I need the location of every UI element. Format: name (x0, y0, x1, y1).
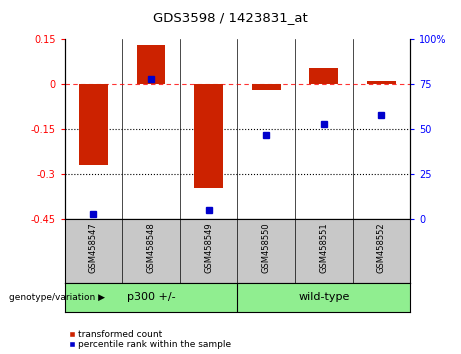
Bar (252, 84, 281, 90)
Text: GSM458549: GSM458549 (204, 223, 213, 273)
Text: GDS3598 / 1423831_at: GDS3598 / 1423831_at (153, 11, 308, 24)
Text: GSM458551: GSM458551 (319, 223, 328, 273)
Text: GSM458550: GSM458550 (262, 223, 271, 273)
Text: GSM458552: GSM458552 (377, 223, 386, 273)
Bar (194, 84, 223, 188)
Text: p300 +/-: p300 +/- (127, 292, 175, 302)
Text: GSM458547: GSM458547 (89, 223, 98, 273)
Bar (367, 81, 396, 84)
Bar (136, 45, 165, 84)
Legend: transformed count, percentile rank within the sample: transformed count, percentile rank withi… (69, 330, 231, 349)
Bar (309, 68, 338, 84)
Text: wild-type: wild-type (298, 292, 349, 302)
Text: genotype/variation ▶: genotype/variation ▶ (9, 293, 105, 302)
Bar (79, 84, 108, 165)
Text: GSM458548: GSM458548 (147, 223, 155, 273)
